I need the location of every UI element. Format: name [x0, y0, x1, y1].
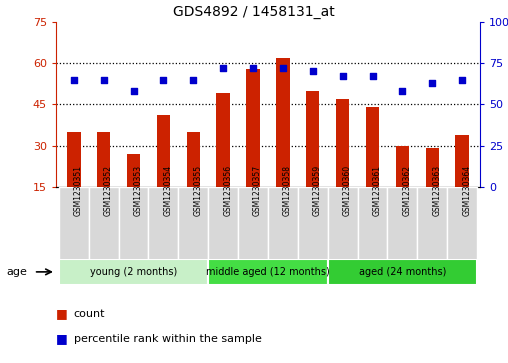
Text: aged (24 months): aged (24 months) — [359, 267, 446, 277]
Bar — [268, 187, 298, 260]
Point — [428, 80, 436, 86]
Bar — [276, 58, 290, 187]
Text: ■: ■ — [56, 307, 68, 321]
Bar — [67, 132, 81, 187]
Point — [100, 77, 108, 82]
Text: GSM1230356: GSM1230356 — [223, 165, 232, 216]
Point — [160, 77, 168, 82]
Point — [249, 65, 257, 71]
Point — [398, 88, 406, 94]
Point — [368, 73, 376, 79]
Bar — [89, 187, 118, 260]
Text: GSM1230352: GSM1230352 — [104, 165, 113, 216]
Point — [309, 69, 317, 74]
Bar — [246, 69, 260, 187]
Bar — [306, 91, 320, 187]
Text: young (2 months): young (2 months) — [90, 267, 177, 277]
Point — [70, 77, 78, 82]
Bar — [328, 187, 358, 260]
Text: GDS4892 / 1458131_at: GDS4892 / 1458131_at — [173, 5, 335, 20]
Text: GSM1230355: GSM1230355 — [193, 165, 202, 216]
Text: GSM1230358: GSM1230358 — [283, 165, 292, 216]
Bar — [426, 148, 439, 187]
Bar — [97, 132, 110, 187]
Bar — [156, 115, 170, 187]
Text: GSM1230363: GSM1230363 — [432, 165, 441, 216]
Bar — [59, 187, 89, 260]
Bar — [328, 259, 477, 285]
Bar — [298, 187, 328, 260]
Point — [279, 65, 287, 71]
Bar — [418, 187, 447, 260]
Point — [219, 65, 227, 71]
Text: GSM1230364: GSM1230364 — [462, 165, 471, 216]
Text: GSM1230351: GSM1230351 — [74, 165, 83, 216]
Bar — [358, 187, 388, 260]
Text: GSM1230361: GSM1230361 — [372, 165, 382, 216]
Text: GSM1230354: GSM1230354 — [164, 165, 172, 216]
Point — [339, 73, 347, 79]
Text: GSM1230357: GSM1230357 — [253, 165, 262, 216]
Bar — [178, 187, 208, 260]
Text: GSM1230353: GSM1230353 — [134, 165, 143, 216]
Bar — [118, 187, 148, 260]
Bar — [366, 107, 379, 187]
Text: ■: ■ — [56, 332, 68, 345]
Bar — [396, 146, 409, 187]
Bar — [186, 132, 200, 187]
Text: age: age — [7, 266, 27, 277]
Point — [130, 88, 138, 94]
Text: GSM1230359: GSM1230359 — [313, 165, 322, 216]
Bar — [447, 187, 477, 260]
Text: count: count — [74, 309, 105, 319]
Bar — [127, 154, 140, 187]
Bar — [208, 187, 238, 260]
Text: GSM1230362: GSM1230362 — [402, 165, 411, 216]
Bar — [148, 187, 178, 260]
Text: GSM1230360: GSM1230360 — [343, 165, 352, 216]
Text: percentile rank within the sample: percentile rank within the sample — [74, 334, 262, 344]
Bar — [59, 259, 208, 285]
Text: middle aged (12 months): middle aged (12 months) — [206, 267, 330, 277]
Bar — [388, 187, 418, 260]
Point — [189, 77, 197, 82]
Point — [458, 77, 466, 82]
Bar — [216, 93, 230, 187]
Bar — [336, 99, 350, 187]
Bar — [208, 259, 328, 285]
Bar — [455, 135, 469, 187]
Bar — [238, 187, 268, 260]
